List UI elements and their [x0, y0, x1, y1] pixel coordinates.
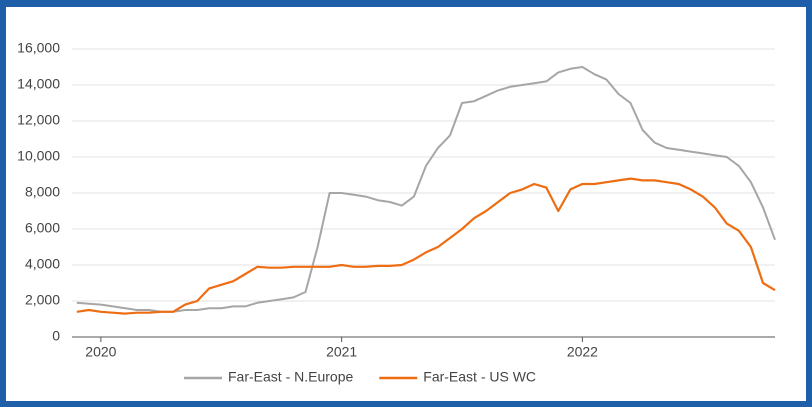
y-tick-label: 6,000 — [25, 220, 60, 236]
y-tick-label: 10,000 — [17, 148, 60, 164]
y-tick-label: 2,000 — [25, 292, 60, 308]
x-tick-label: 2022 — [567, 344, 598, 360]
legend-label: Far-East - N.Europe — [228, 369, 353, 385]
y-tick-label: 8,000 — [25, 184, 60, 200]
y-tick-label: 12,000 — [17, 112, 60, 128]
series-line — [76, 66, 776, 313]
y-tick-label: 14,000 — [17, 76, 60, 92]
y-tick-label: 0 — [52, 328, 60, 344]
legend-label: Far-East - US WC — [423, 369, 536, 385]
series-line — [76, 177, 776, 315]
x-tick-label: 2020 — [85, 344, 116, 360]
panel — [6, 7, 806, 401]
x-tick-label: 2021 — [326, 344, 357, 360]
y-tick-label: 4,000 — [25, 256, 60, 272]
y-tick-label: 16,000 — [17, 40, 60, 56]
